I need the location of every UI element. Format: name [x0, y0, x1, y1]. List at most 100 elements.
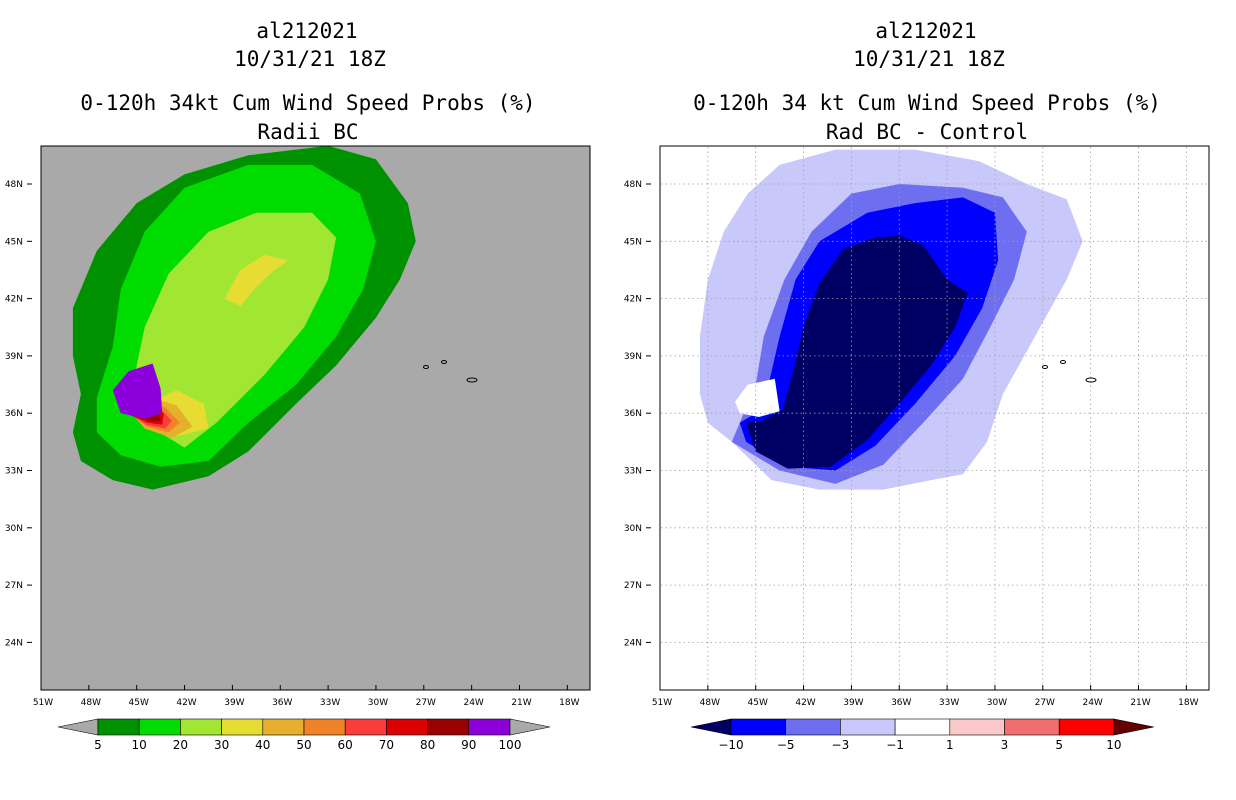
left-datetime: 10/31/21 18Z — [234, 47, 386, 71]
l-colorbar-over-triangle — [509, 718, 551, 736]
right-x-ticks: 51W 48W 45W 42W 39W 36W 33W 30W 27W 24W 21W 18W — [652, 685, 1199, 708]
r-x-tick-label: 30W — [987, 698, 1007, 708]
l-colorbar-label: 100 — [499, 738, 522, 752]
r-colorbar-swatch — [785, 718, 841, 736]
l-colorbar-under-triangle — [57, 718, 99, 736]
l-colorbar-label: 5 — [94, 738, 102, 752]
l-y-tick-label: 30N — [5, 524, 23, 534]
l-y-tick-label: 48N — [5, 180, 23, 190]
r-y-tick-label: 45N — [624, 237, 642, 247]
r-colorbar-label: −10 — [718, 738, 743, 752]
r-x-tick-label: 33W — [939, 698, 959, 708]
r-x-tick-label: 42W — [795, 698, 815, 708]
r-x-tick-label: 48W — [700, 698, 720, 708]
r-x-tick-label: 51W — [652, 698, 672, 708]
l-colorbar-swatch — [468, 718, 511, 736]
r-colorbar-label: −1 — [886, 738, 904, 752]
right-islands — [1042, 360, 1097, 383]
l-colorbar-label: 50 — [296, 738, 311, 752]
l-colorbar-swatch — [386, 718, 428, 736]
l-colorbar-label: 80 — [420, 738, 435, 752]
r-contour-level-3 — [746, 235, 968, 469]
l-colorbar-swatch — [221, 718, 264, 736]
r-colorbar-label: −5 — [777, 738, 795, 752]
l-colorbar-swatch — [138, 718, 181, 736]
r-x-tick-label: 39W — [843, 698, 863, 708]
r-y-tick-label: 36N — [624, 409, 642, 419]
left-y-ticks: 48N 45N 42N 39N 36N 33N 30N 27N 24N — [5, 180, 32, 648]
l-contour-level-4 — [224, 254, 289, 307]
r-colorbar-over-triangle — [1113, 718, 1154, 736]
r-y-tick-label: 33N — [624, 467, 642, 477]
r-colorbar-swatch — [1004, 718, 1060, 736]
l-colorbar-swatch — [427, 718, 470, 736]
r-colorbar-swatch — [894, 718, 951, 736]
l-colorbar-label: 60 — [338, 738, 353, 752]
right-gridlines — [659, 147, 1208, 689]
l-x-tick-label: 39W — [224, 698, 244, 708]
l-contour-level-2 — [128, 212, 337, 448]
left-subtitle: Radii BC — [257, 120, 358, 144]
l-y-tick-label: 42N — [5, 295, 23, 305]
r-colorbar-swatch — [949, 718, 1005, 736]
l-colorbar-swatch — [344, 718, 387, 736]
right-plot-frame — [659, 145, 1210, 691]
right-y-ticks: 48N 45N 42N 39N 36N 33N 30N 27N 24N — [624, 180, 651, 648]
l-colorbar-swatch — [262, 718, 305, 736]
l-colorbar-label: 70 — [379, 738, 394, 752]
l-colorbar-label: 30 — [214, 738, 229, 752]
right-island-terceira — [1060, 360, 1066, 364]
r-y-tick-label: 39N — [624, 352, 642, 362]
r-y-tick-label: 42N — [624, 295, 642, 305]
r-y-tick-label: 24N — [624, 638, 642, 648]
l-colorbar-swatch — [303, 718, 346, 736]
r-colorbar-label: 3 — [1001, 738, 1009, 752]
right-title: 0-120h 34 kt Cum Wind Speed Probs (%) — [693, 91, 1161, 115]
r-colorbar-swatch — [840, 718, 896, 736]
right-island-saomiguel — [1085, 377, 1097, 383]
l-y-tick-label: 33N — [5, 467, 23, 477]
left-contour-layers — [72, 146, 416, 490]
r-x-tick-label: 36W — [891, 698, 911, 708]
r-colorbar-label: 1 — [946, 738, 954, 752]
r-x-tick-label: 24W — [1082, 698, 1102, 708]
r-colorbar-under-triangle — [690, 718, 732, 736]
left-islands — [423, 360, 478, 383]
l-x-tick-label: 30W — [368, 698, 388, 708]
l-x-tick-label: 27W — [416, 698, 436, 708]
l-y-tick-label: 45N — [5, 237, 23, 247]
r-y-tick-label: 30N — [624, 524, 642, 534]
l-colorbar-label: 90 — [461, 738, 476, 752]
r-contour-level-4 — [735, 378, 780, 417]
r-colorbar-label: 10 — [1106, 738, 1121, 752]
l-x-tick-label: 21W — [511, 698, 531, 708]
l-x-tick-label: 24W — [463, 698, 483, 708]
left-x-ticks: 51W 48W 45W 42W 39W 36W 33W 30W 27W 24W 21W 18W — [33, 685, 580, 708]
r-colorbar-label: −3 — [832, 738, 850, 752]
l-colorbar-label: 10 — [132, 738, 147, 752]
left-island-flores — [423, 365, 429, 369]
r-colorbar-swatch — [730, 718, 787, 736]
l-x-tick-label: 36W — [272, 698, 292, 708]
r-colorbar-label: 5 — [1055, 738, 1063, 752]
l-x-tick-label: 48W — [81, 698, 101, 708]
right-island-flores — [1042, 365, 1048, 369]
l-y-tick-label: 36N — [5, 409, 23, 419]
l-colorbar-label: 40 — [255, 738, 270, 752]
right-colorbar: −10 −5 −3 −1 1 3 5 10 — [690, 718, 1154, 752]
left-storm-id: al212021 — [256, 19, 357, 43]
right-contour-layers — [699, 149, 1083, 490]
left-island-terceira — [441, 360, 447, 364]
l-contour-level-10 — [112, 363, 163, 419]
l-colorbar-swatch — [180, 718, 222, 736]
r-colorbar-swatch — [1058, 718, 1115, 736]
left-title: 0-120h 34kt Cum Wind Speed Probs (%) — [80, 91, 535, 115]
l-y-tick-label: 24N — [5, 638, 23, 648]
l-x-tick-label: 45W — [129, 698, 149, 708]
r-y-tick-label: 48N — [624, 180, 642, 190]
left-plot-frame — [40, 145, 591, 691]
l-y-tick-label: 39N — [5, 352, 23, 362]
right-subtitle: Rad BC - Control — [826, 120, 1028, 144]
right-datetime: 10/31/21 18Z — [853, 47, 1005, 71]
